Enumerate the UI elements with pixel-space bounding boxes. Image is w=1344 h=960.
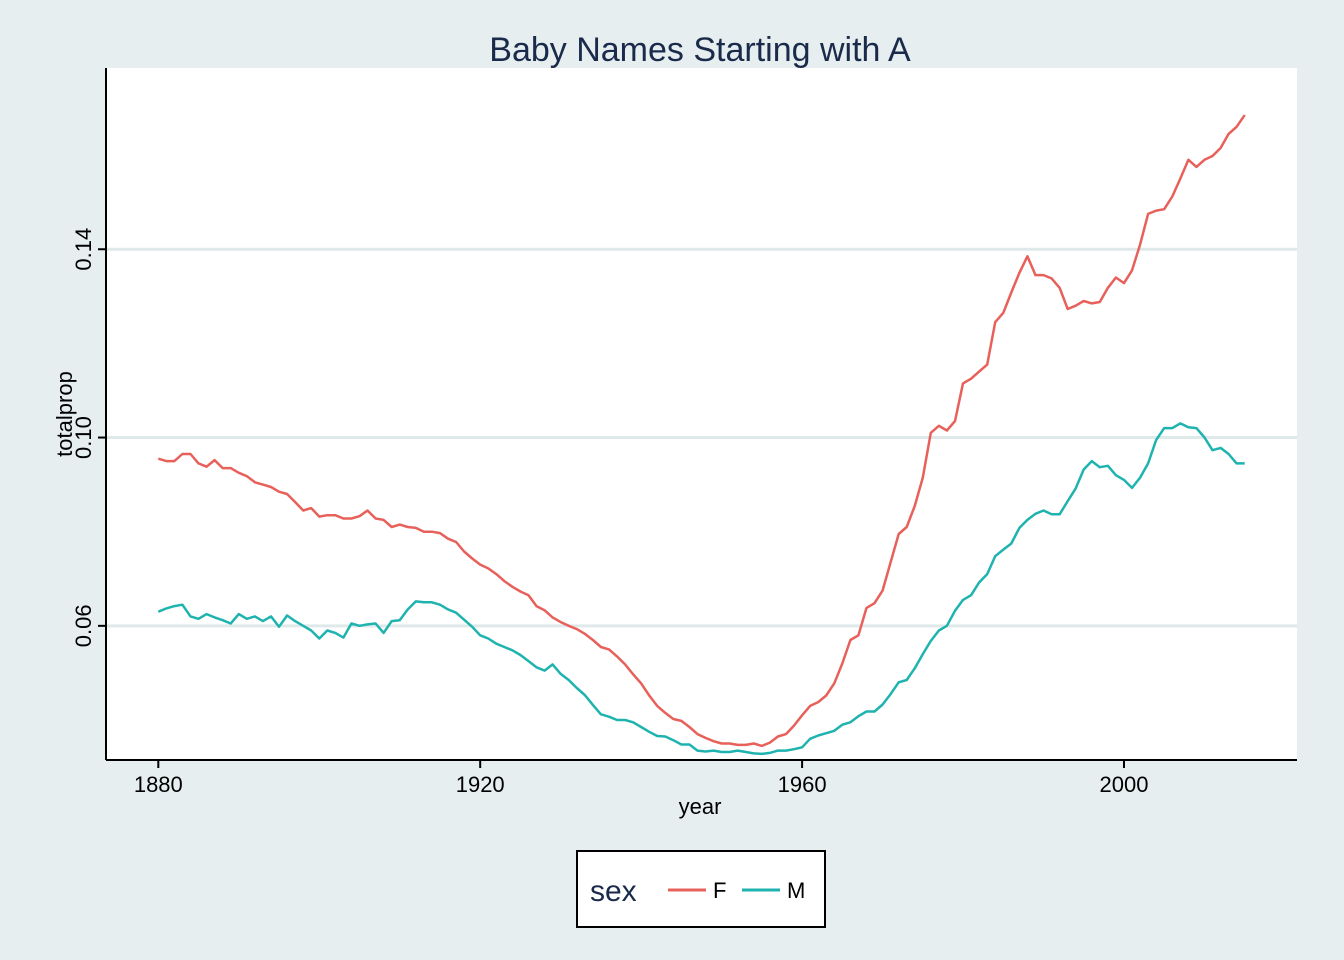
x-tick-label-0: 1880 [134,772,183,797]
x-tick-label-2: 1960 [778,772,827,797]
y-tick-label-1: 0.10 [71,416,96,459]
y-ticks: 0.06 0.10 0.14 [71,228,106,647]
series-line-m [157,422,1245,756]
legend-label-f: F [713,878,726,903]
legend-label-m: M [787,878,805,903]
legend: sex F M [576,850,826,928]
x-axis-label: year [679,794,722,819]
y-axis-label: totalprop [52,371,77,457]
legend-title: sex [590,875,637,908]
plot-background [106,68,1297,760]
series-line-f [157,114,1246,748]
x-tick-label-1: 1920 [456,772,505,797]
x-ticks: 1880 1920 1960 2000 [134,760,1149,797]
x-tick-label-3: 2000 [1100,772,1149,797]
chart-title: Baby Names Starting with A [489,31,911,69]
y-tick-label-0: 0.06 [71,604,96,647]
y-tick-label-2: 0.14 [71,228,96,271]
series-lines [157,114,1246,756]
